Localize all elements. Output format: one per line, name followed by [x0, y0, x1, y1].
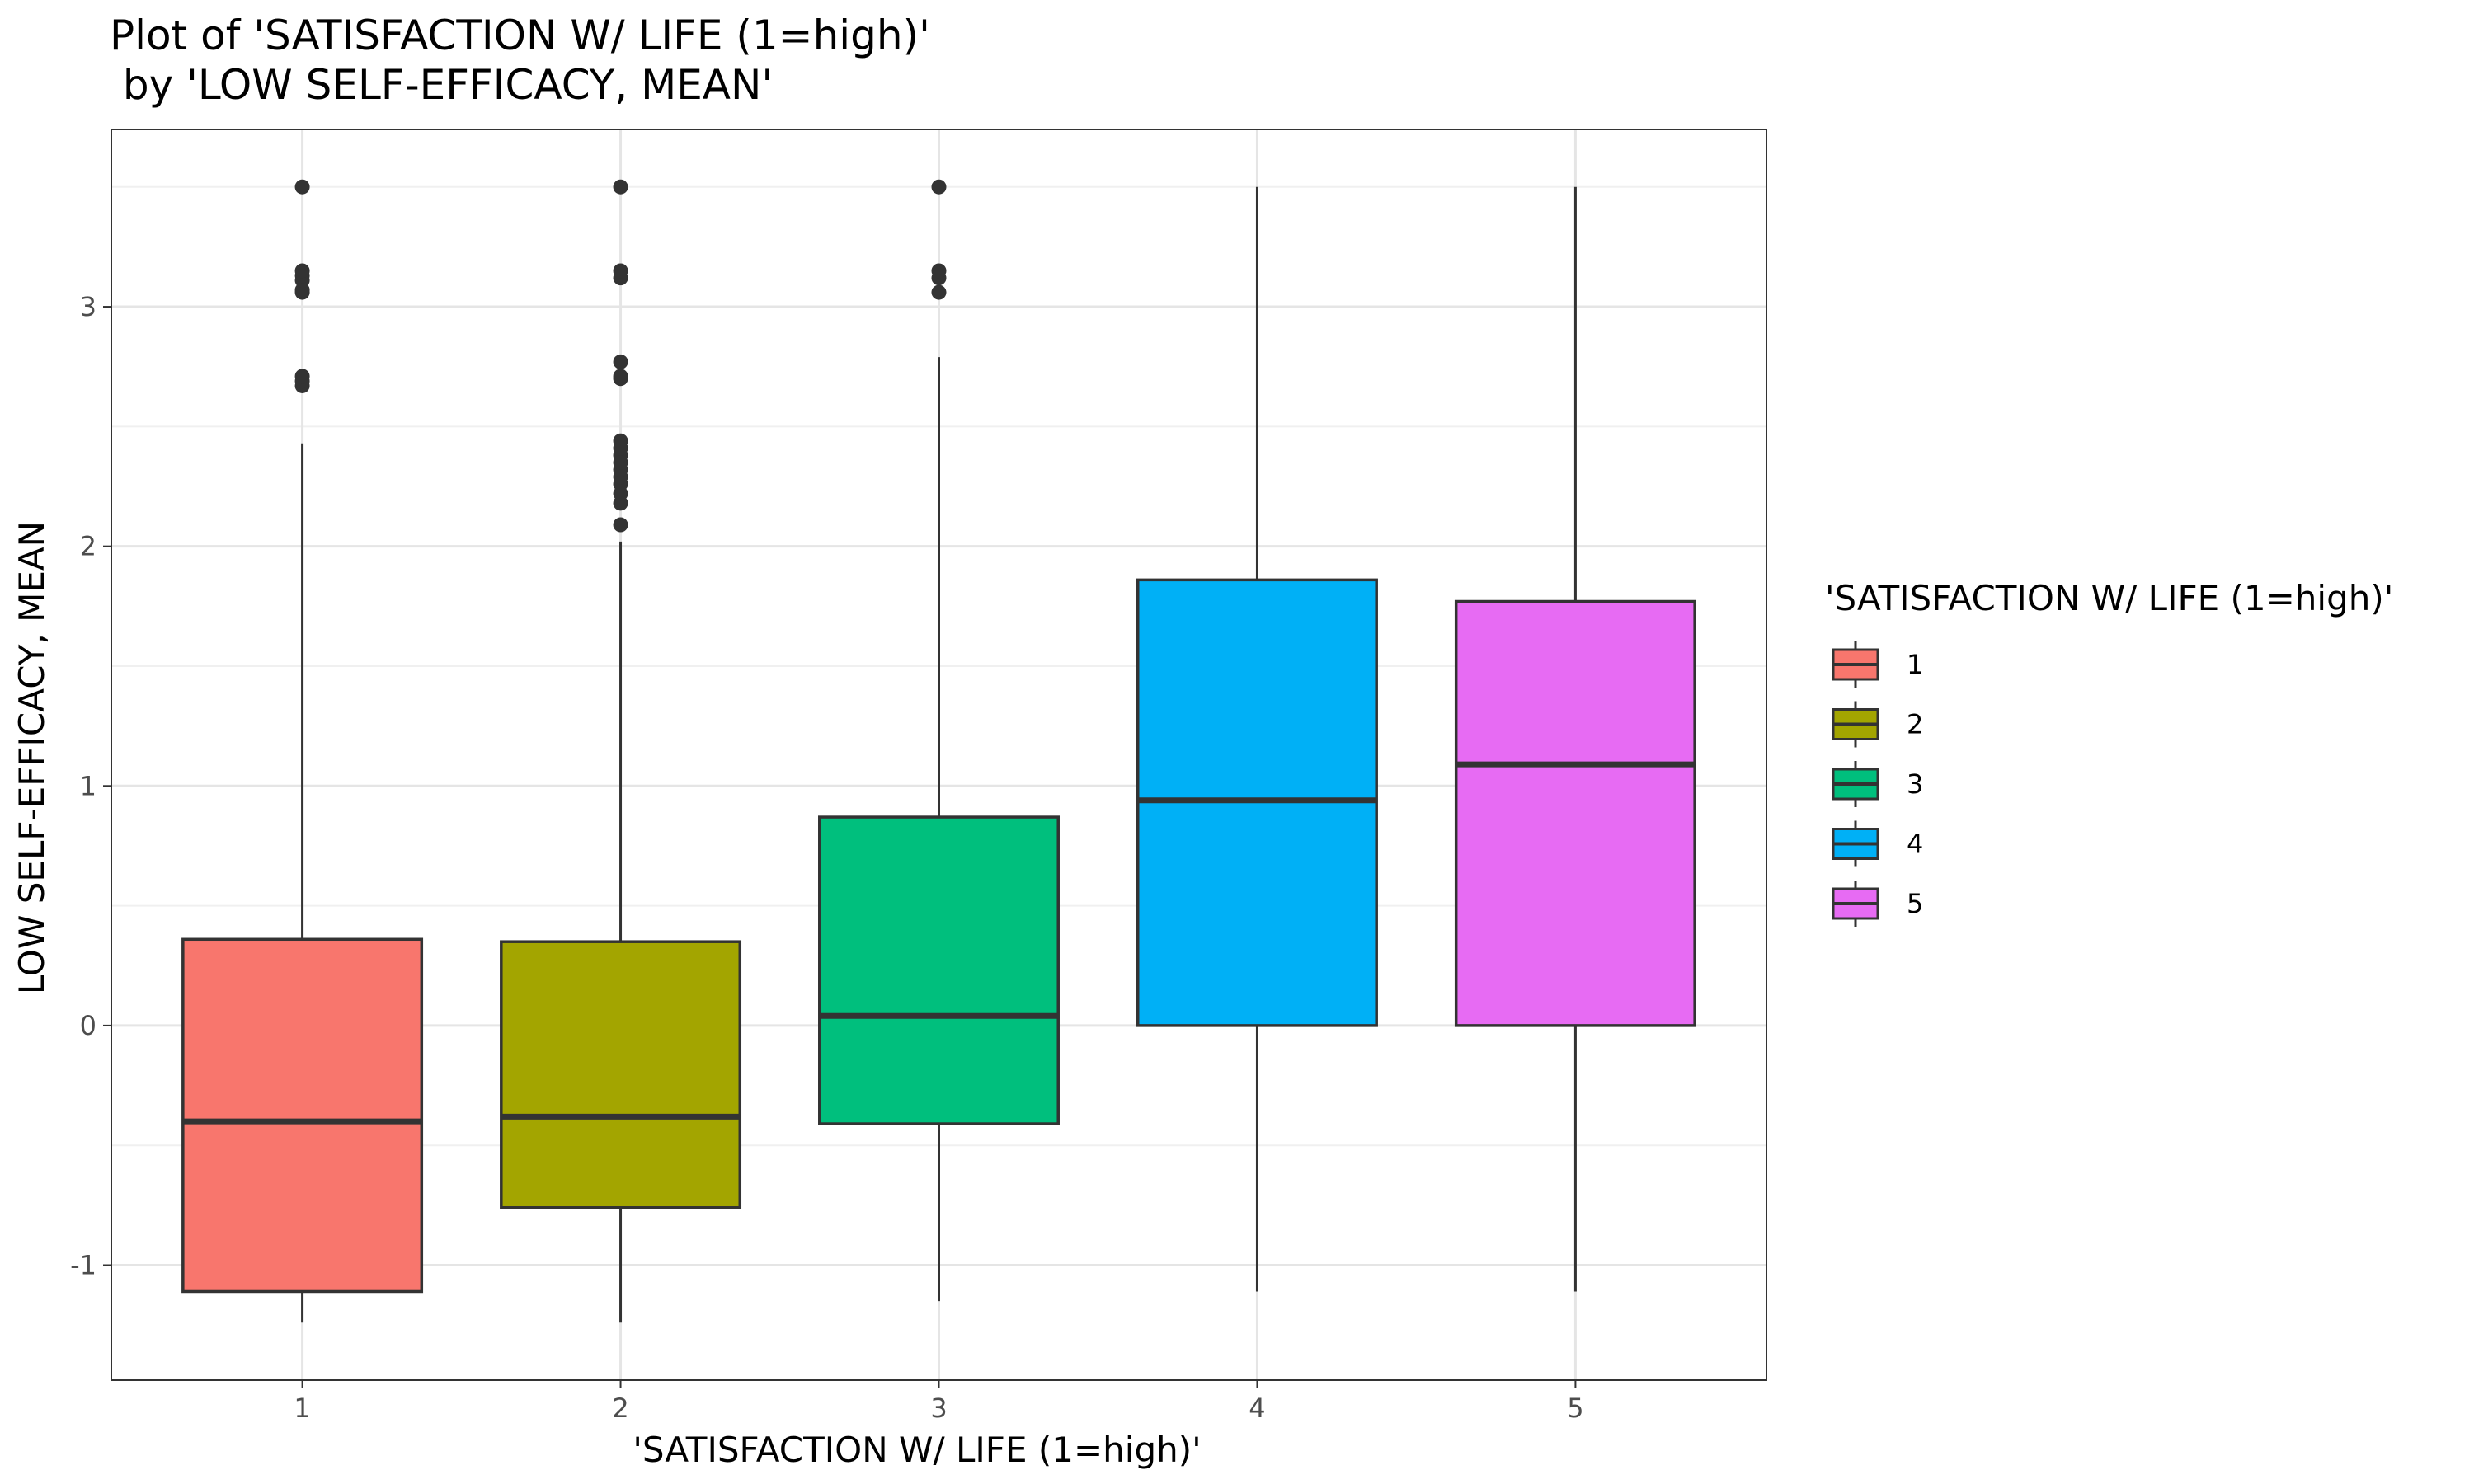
box-iqr	[1454, 599, 1696, 1027]
y-tick-label: 0	[80, 1010, 96, 1041]
y-tick-label: 3	[80, 291, 96, 322]
legend-entry-1: 1	[1832, 641, 1923, 688]
outlier-point	[294, 179, 310, 195]
box-group-2	[500, 179, 742, 1323]
x-axis: 1 2 3 4 5	[294, 1380, 1584, 1424]
chart-title-line-2: by 'LOW SELF-EFFICACY, MEAN'	[110, 61, 773, 109]
y-tick-label: -1	[70, 1250, 96, 1281]
plot-panel	[111, 129, 1767, 1381]
x-tick-label: 5	[1567, 1392, 1583, 1424]
legend-entry-2: 2	[1832, 701, 1923, 748]
y-axis: -1 0 1 2 3	[70, 291, 111, 1281]
x-tick-label: 1	[294, 1392, 310, 1424]
outlier-point	[613, 433, 628, 448]
legend-label: 3	[1907, 768, 1923, 800]
box-group-5	[1454, 186, 1696, 1292]
legend-entry-4: 4	[1832, 820, 1923, 867]
legend-label: 2	[1907, 709, 1923, 740]
box-iqr	[500, 940, 742, 1209]
x-tick-label: 3	[930, 1392, 947, 1424]
box-series	[181, 179, 1696, 1323]
x-tick-label: 4	[1249, 1392, 1265, 1424]
box-group-1	[181, 179, 424, 1323]
outlier-point	[931, 263, 947, 279]
outlier-point	[613, 354, 628, 369]
y-tick-label: 2	[80, 531, 96, 562]
box-group-4	[1136, 186, 1378, 1292]
box-iqr	[818, 815, 1060, 1125]
box-iqr	[181, 937, 424, 1294]
outlier-point	[931, 284, 947, 300]
legend-keys: 1 2 3 4 5	[1832, 641, 1923, 927]
legend-title: 'SATISFACTION W/ LIFE (1=high)'	[1825, 578, 2393, 618]
legend-entry-5: 5	[1832, 881, 1923, 927]
outlier-point	[294, 263, 310, 279]
x-tick-label: 2	[612, 1392, 628, 1424]
legend-label: 4	[1907, 829, 1923, 860]
x-axis-title: 'SATISFACTION W/ LIFE (1=high)'	[633, 1430, 1201, 1470]
chart-title-line-1: Plot of 'SATISFACTION W/ LIFE (1=high)'	[110, 12, 930, 59]
y-tick-label: 1	[80, 770, 96, 801]
legend-label: 1	[1907, 649, 1923, 680]
outlier-point	[294, 369, 310, 384]
legend: 'SATISFACTION W/ LIFE (1=high)' 1 2 3 4 5	[1825, 578, 2393, 927]
outlier-point	[931, 179, 947, 195]
outlier-point	[613, 369, 628, 384]
box-group-3	[818, 179, 1060, 1302]
outlier-point	[613, 263, 628, 279]
legend-entry-3: 3	[1832, 761, 1923, 807]
outlier-point	[613, 179, 628, 195]
y-axis-title: LOW SELF-EFFICACY, MEAN	[12, 521, 52, 994]
legend-label: 5	[1907, 888, 1923, 919]
outlier-point	[613, 517, 628, 533]
